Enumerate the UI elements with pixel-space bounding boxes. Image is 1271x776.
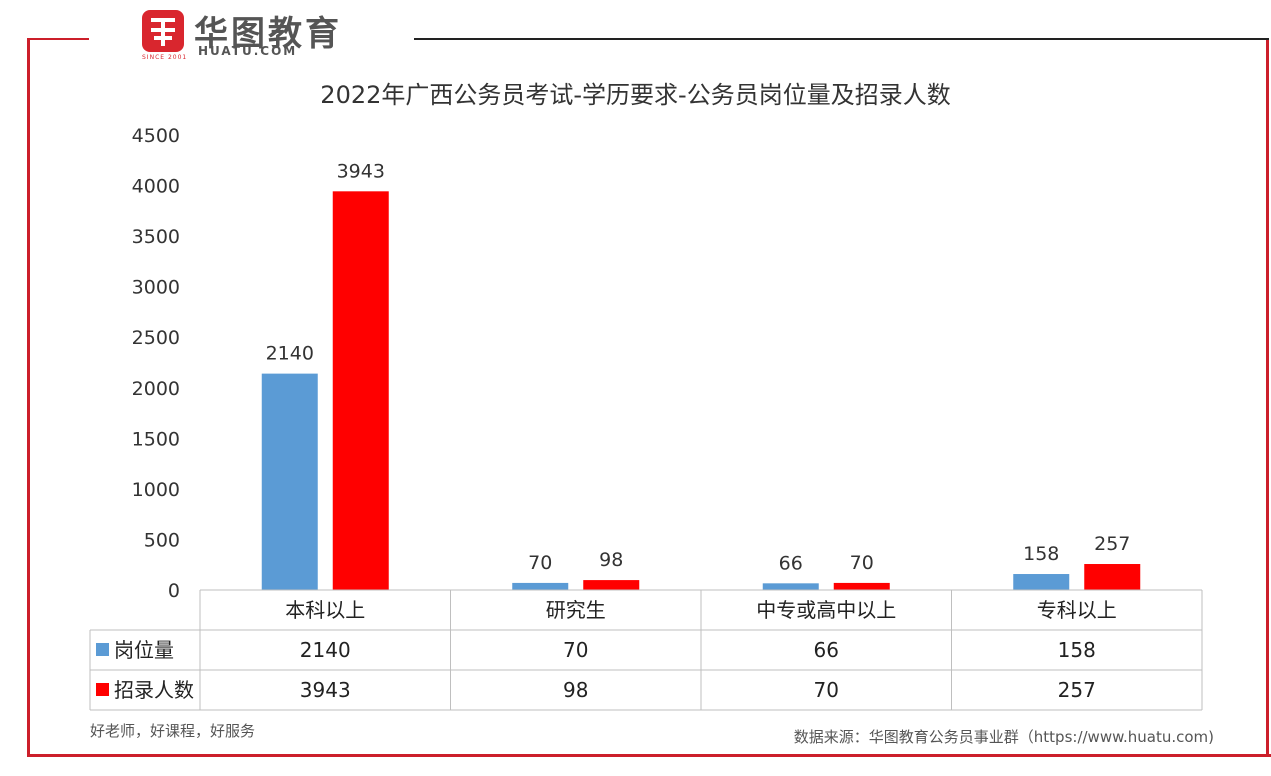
- frame-bottom: [27, 754, 1271, 757]
- category-label: 中专或高中以上: [756, 598, 896, 622]
- table-cell: 2140: [300, 638, 351, 662]
- y-tick-label: 500: [144, 529, 180, 551]
- category-label: 专科以上: [1037, 598, 1117, 622]
- brand-since: SINCE 2001: [142, 54, 188, 61]
- y-tick-label: 2500: [132, 327, 180, 349]
- y-tick-label: 2000: [132, 378, 180, 400]
- y-tick-label: 0: [168, 580, 180, 602]
- chart-title: 2022年广西公务员考试-学历要求-公务员岗位量及招录人数: [320, 81, 951, 109]
- data-label: 98: [599, 549, 623, 571]
- category-label: 研究生: [546, 598, 606, 622]
- bar: [261, 373, 318, 590]
- y-tick-label: 4500: [132, 125, 180, 147]
- footer-source: 数据来源：华图教育公务员事业群（https://www.huatu.com): [793, 728, 1214, 746]
- legend-key: [96, 683, 109, 696]
- bar: [583, 580, 640, 590]
- footer-slogan: 好老师，好课程，好服务: [90, 722, 256, 740]
- frame-right: [1266, 38, 1269, 756]
- table-cell: 98: [563, 678, 588, 702]
- data-label: 257: [1094, 533, 1130, 555]
- brand-name: 华图教育: [194, 14, 342, 54]
- data-label: 158: [1023, 543, 1059, 565]
- data-label: 70: [528, 552, 552, 574]
- data-label: 66: [779, 552, 803, 574]
- legend-label: 招录人数: [114, 678, 194, 702]
- table-cell: 158: [1058, 638, 1096, 662]
- table-cell: 70: [563, 638, 588, 662]
- table-cell: 3943: [300, 678, 351, 702]
- category-label: 本科以上: [285, 598, 365, 622]
- y-tick-label: 4000: [132, 176, 180, 198]
- bar: [512, 582, 569, 590]
- y-tick-label: 3000: [132, 277, 180, 299]
- table-cell: 257: [1058, 678, 1096, 702]
- table-cell: 66: [814, 638, 839, 662]
- frame-top-left: [27, 38, 89, 40]
- bar: [1013, 574, 1070, 590]
- bar: [1084, 564, 1141, 590]
- data-label: 3943: [337, 160, 385, 182]
- bar: [833, 582, 890, 590]
- brand-domain: HUATU.COM: [198, 44, 298, 58]
- legend-key: [96, 643, 109, 656]
- frame-top-right: [414, 38, 1269, 40]
- huatu-logo-icon: [142, 10, 184, 52]
- brand-logo: 华图教育 HUATU.COM SINCE 2001: [142, 8, 362, 64]
- bar: [332, 191, 389, 590]
- data-label: 2140: [266, 343, 314, 365]
- table-cell: 70: [814, 678, 839, 702]
- legend-label: 岗位量: [114, 638, 174, 662]
- y-tick-label: 1000: [132, 479, 180, 501]
- y-tick-label: 3500: [132, 226, 180, 248]
- bar: [762, 583, 819, 590]
- data-label: 70: [850, 552, 874, 574]
- frame-left: [27, 38, 30, 756]
- y-tick-label: 1500: [132, 428, 180, 450]
